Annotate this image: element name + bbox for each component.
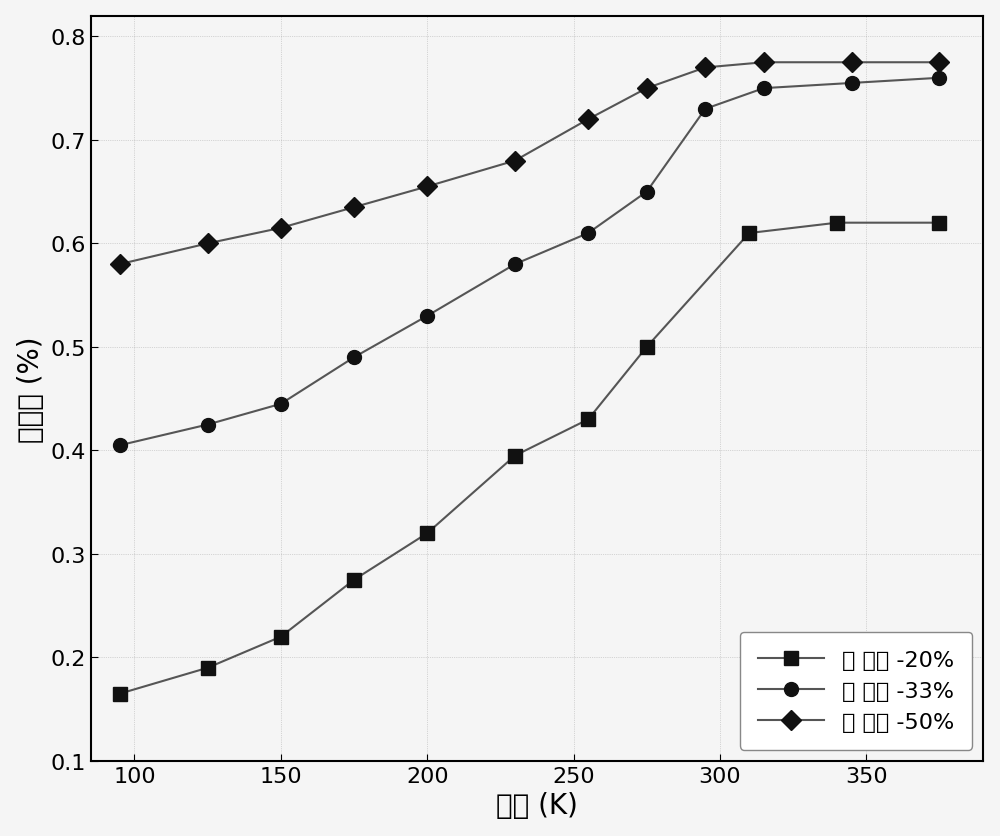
氧 含量 -50% xyxy=(758,59,770,69)
氧 含量 -33% xyxy=(202,420,214,430)
氧 含量 -33% xyxy=(275,400,287,410)
氧 含量 -33% xyxy=(114,441,126,451)
氧 含量 -33% xyxy=(846,79,858,89)
氧 含量 -20% xyxy=(743,229,755,239)
氧 含量 -20% xyxy=(933,218,945,228)
氧 含量 -20% xyxy=(114,689,126,699)
氧 含量 -33% xyxy=(582,229,594,239)
氧 含量 -50% xyxy=(699,64,711,74)
氧 含量 -50% xyxy=(641,84,653,94)
氧 含量 -20% xyxy=(582,415,594,425)
氧 含量 -20% xyxy=(421,528,433,538)
氧 含量 -33% xyxy=(348,353,360,363)
氧 含量 -20% xyxy=(202,663,214,673)
氧 含量 -50% xyxy=(348,203,360,213)
氧 含量 -50% xyxy=(114,260,126,270)
氧 含量 -50% xyxy=(202,239,214,249)
氧 含量 -50% xyxy=(421,182,433,192)
氧 含量 -33% xyxy=(509,260,521,270)
氧 含量 -50% xyxy=(846,59,858,69)
氧 含量 -33% xyxy=(933,74,945,84)
Legend: 氧 含量 -20%, 氧 含量 -33%, 氧 含量 -50%: 氧 含量 -20%, 氧 含量 -33%, 氧 含量 -50% xyxy=(740,632,972,750)
Line: 氧 含量 -50%: 氧 含量 -50% xyxy=(113,56,946,272)
氧 含量 -33% xyxy=(758,84,770,94)
X-axis label: 温度 (K): 温度 (K) xyxy=(496,792,578,819)
氧 含量 -33% xyxy=(699,104,711,115)
氧 含量 -20% xyxy=(509,451,521,461)
氧 含量 -20% xyxy=(831,218,843,228)
氧 含量 -50% xyxy=(509,156,521,166)
氧 含量 -33% xyxy=(421,312,433,322)
氧 含量 -33% xyxy=(641,187,653,197)
Line: 氧 含量 -33%: 氧 含量 -33% xyxy=(113,72,946,452)
Line: 氧 含量 -20%: 氧 含量 -20% xyxy=(113,217,946,701)
氧 含量 -20% xyxy=(641,343,653,353)
氧 含量 -20% xyxy=(348,575,360,585)
氧 含量 -50% xyxy=(275,223,287,233)
Y-axis label: 发射率 (%): 发射率 (%) xyxy=(17,335,45,442)
氧 含量 -50% xyxy=(582,115,594,125)
氧 含量 -50% xyxy=(933,59,945,69)
氧 含量 -20% xyxy=(275,632,287,642)
